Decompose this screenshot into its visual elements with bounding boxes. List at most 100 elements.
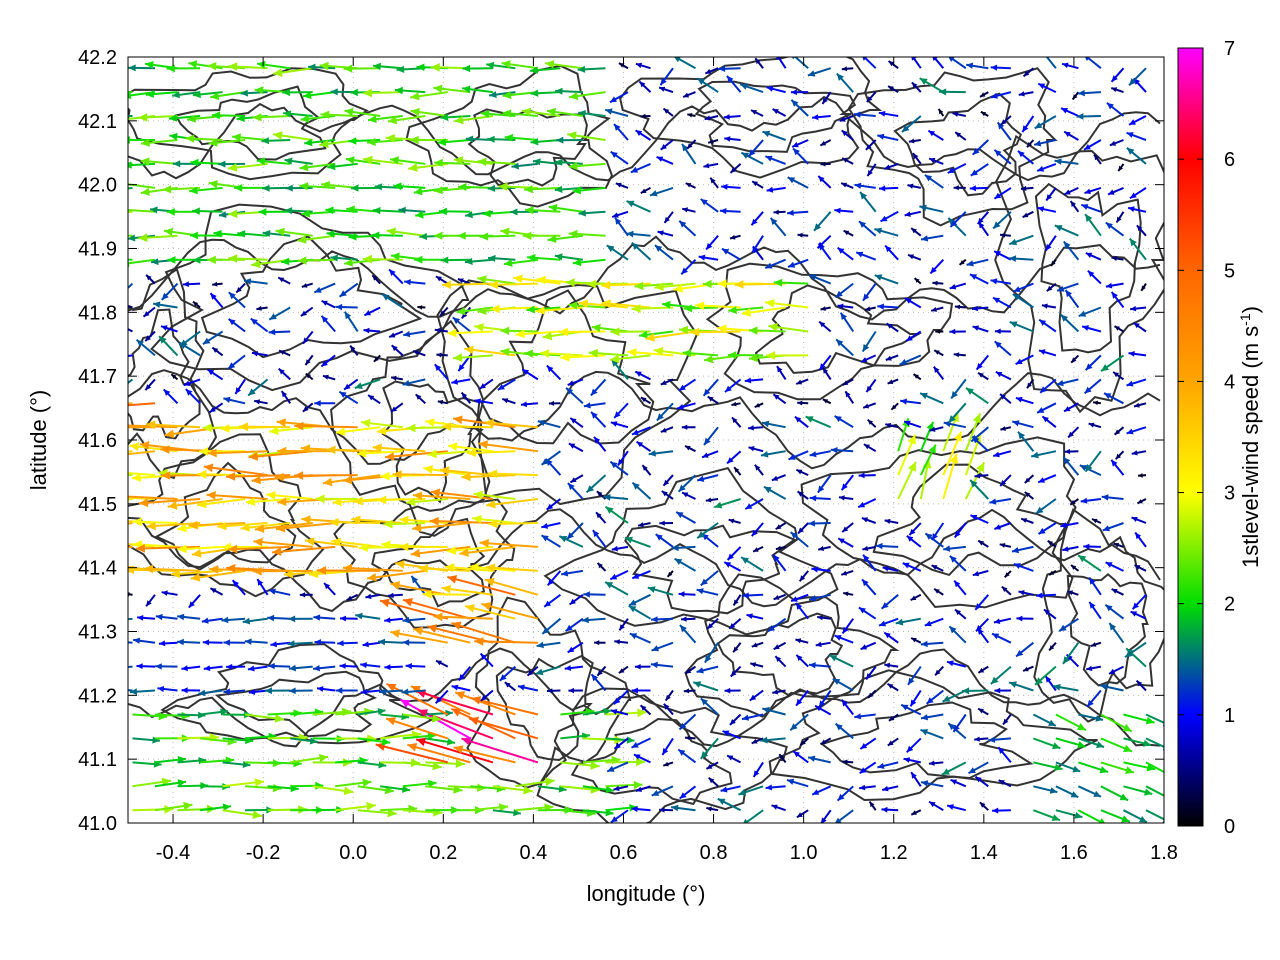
wind-arrow <box>572 258 606 267</box>
wind-arrow <box>790 531 809 548</box>
wind-arrow-head <box>594 436 601 444</box>
wind-arrow <box>618 618 629 631</box>
wind-arrow-head <box>469 563 479 572</box>
wind-arrow <box>609 460 629 476</box>
wind-arrow <box>722 730 741 740</box>
contour-line <box>819 701 1034 780</box>
wind-arrow-head <box>488 254 496 262</box>
wind-arrow-head <box>708 139 714 144</box>
wind-arrow-head <box>730 167 737 173</box>
wind-arrow <box>834 207 854 214</box>
wind-arrow-head <box>717 798 726 805</box>
wind-arrow-head <box>882 565 889 572</box>
wind-arrow-head <box>451 621 462 630</box>
wind-arrow-shaft <box>128 402 156 407</box>
wind-arrow-head <box>994 524 1001 530</box>
wind-arrow-head <box>309 569 319 579</box>
wind-arrow-head <box>748 149 756 157</box>
wind-arrow-head <box>875 542 883 550</box>
wind-arrow-head <box>502 91 512 100</box>
wind-arrow <box>975 354 990 371</box>
wind-arrow-head <box>818 176 825 183</box>
wind-arrow-head <box>117 115 126 124</box>
wind-arrow <box>834 282 854 299</box>
wind-arrow-head <box>226 563 236 573</box>
wind-arrow <box>183 378 201 387</box>
wind-arrow-head <box>992 807 999 814</box>
wind-arrow <box>1056 282 1079 292</box>
wind-arrow <box>738 785 764 796</box>
wind-arrow <box>897 434 917 476</box>
wind-arrow-head <box>559 536 568 543</box>
wind-arrow-head <box>164 805 174 814</box>
wind-arrow-head <box>938 88 947 96</box>
wind-arrow <box>687 113 696 118</box>
wind-arrow <box>964 461 985 500</box>
wind-arrow-head <box>179 339 188 347</box>
wind-arrow <box>1130 610 1147 620</box>
wind-arrow <box>132 736 160 744</box>
wind-arrow-head <box>188 520 198 530</box>
wind-arrow-head <box>626 200 635 208</box>
wind-arrow-head <box>564 806 574 814</box>
wind-arrow <box>288 687 313 695</box>
wind-arrow <box>868 801 877 811</box>
wind-arrow-head <box>632 573 640 579</box>
wind-arrow <box>728 306 764 315</box>
wind-arrow-head <box>240 89 248 97</box>
wind-arrow-head <box>601 280 611 290</box>
wind-arrow <box>933 588 944 596</box>
wind-arrow-head <box>146 420 156 430</box>
wind-arrow-head <box>541 523 549 529</box>
wind-arrow-head <box>181 665 188 672</box>
wind-arrow-head <box>1099 818 1106 823</box>
wind-arrow-head <box>227 163 238 172</box>
wind-arrow-head <box>220 424 230 433</box>
wind-arrow-head <box>761 420 770 428</box>
wind-arrow <box>1012 293 1034 309</box>
wind-arrow-head <box>690 327 700 337</box>
wind-arrow-head <box>457 231 466 240</box>
wind-arrow-head <box>342 475 353 485</box>
wind-arrow <box>686 139 697 150</box>
wind-arrow-head <box>932 57 938 61</box>
wind-arrow-head <box>732 417 738 424</box>
wind-arrow <box>661 737 674 756</box>
wind-arrow <box>202 330 224 345</box>
wind-arrow-head <box>535 306 545 315</box>
wind-arrow <box>946 660 967 668</box>
wind-arrow <box>1113 426 1125 436</box>
wind-arrow <box>641 464 652 476</box>
wind-arrow <box>854 182 876 189</box>
wind-arrow <box>517 684 539 692</box>
wind-arrow-head <box>577 65 586 73</box>
wind-arrow-head <box>1062 62 1069 69</box>
wind-arrow <box>481 602 539 620</box>
wind-arrow <box>742 592 764 599</box>
wind-arrow-head <box>863 554 870 562</box>
wind-arrow-head <box>471 696 482 705</box>
wind-arrow <box>138 233 178 242</box>
wind-arrow <box>924 174 944 189</box>
wind-arrow <box>1041 415 1057 428</box>
wind-arrow-head <box>446 738 455 746</box>
wind-arrow-head <box>1013 286 1021 292</box>
wind-arrow-head <box>953 431 962 442</box>
wind-arrow <box>140 157 178 166</box>
wind-arrow <box>282 88 313 97</box>
wind-arrow-head <box>601 299 611 309</box>
wind-arrow <box>133 637 156 644</box>
wind-arrow <box>754 402 764 409</box>
wind-arrow-head <box>742 592 749 599</box>
wind-arrow <box>775 545 786 551</box>
wind-arrow-head <box>635 130 643 136</box>
wind-arrow <box>367 137 403 146</box>
wind-arrow-head <box>637 708 647 718</box>
wind-arrow <box>609 569 629 581</box>
wind-arrow-head <box>442 422 452 431</box>
wind-arrow <box>189 231 223 240</box>
wind-arrow <box>1105 561 1124 572</box>
wind-arrow-head <box>1099 766 1109 774</box>
wind-arrow-head <box>1078 310 1087 317</box>
wind-arrow <box>244 638 268 645</box>
